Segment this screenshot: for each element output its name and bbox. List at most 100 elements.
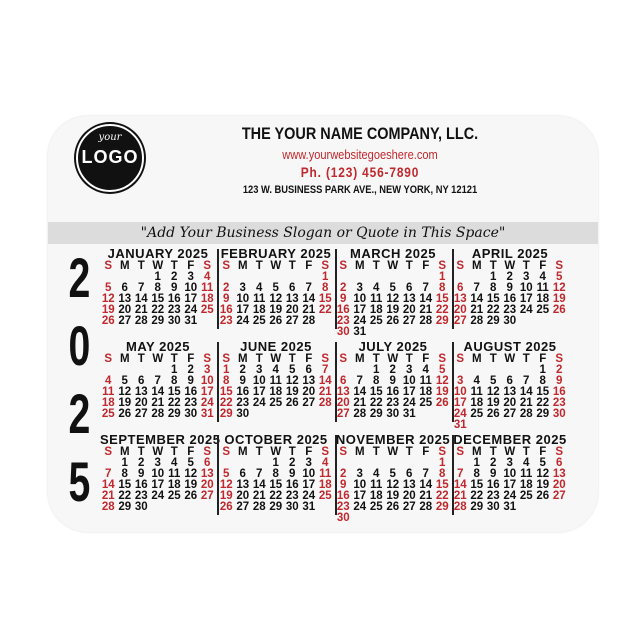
day-cell: 21	[453, 490, 467, 502]
day-cell: 24	[519, 304, 533, 316]
day-cell: 8	[439, 282, 446, 294]
logo-text-your: your	[98, 132, 122, 143]
weekday-label: F	[422, 446, 430, 458]
weekday-label: W	[387, 353, 399, 365]
day-cell: 27	[402, 501, 416, 513]
weekday-label: M	[471, 260, 482, 272]
day-cell: 12	[386, 293, 400, 305]
day-cell: 29	[167, 408, 181, 420]
weekday-label: W	[270, 260, 282, 272]
day-cell: 1	[322, 271, 329, 283]
day-cell: 28	[470, 315, 484, 327]
day-cell: 4	[256, 282, 263, 294]
day-cell: 5	[105, 282, 112, 294]
day-cell: 15	[118, 479, 132, 491]
day-cell: 5	[272, 282, 279, 294]
day-cell: 7	[356, 375, 363, 387]
day-cell: 23	[134, 490, 148, 502]
day-cell: 10	[353, 479, 367, 491]
empty-day	[268, 409, 285, 420]
day-cell: 25	[318, 490, 332, 502]
empty-day	[150, 502, 167, 513]
day-cell: 4	[539, 271, 546, 283]
slogan-band	[48, 222, 598, 244]
day-cell: 20	[200, 479, 214, 491]
day-cell: 7	[457, 468, 464, 480]
day-cell: 3	[154, 457, 161, 469]
day-cell: 20	[402, 490, 416, 502]
month-title: APRIL 2025	[471, 246, 549, 261]
day-cell: 26	[536, 490, 550, 502]
weekday-label: M	[471, 446, 482, 458]
day-cell: 3	[187, 271, 194, 283]
day-cell: 22	[536, 397, 550, 409]
day-cell: 7	[322, 364, 329, 376]
year-digit: 5	[68, 450, 91, 513]
day-cell: 16	[386, 386, 400, 398]
day-cell: 23	[336, 315, 350, 327]
day-cell: 29	[369, 408, 383, 420]
day-cell: 9	[340, 479, 347, 491]
day-cell: 2	[223, 282, 230, 294]
day-cell: 10	[236, 293, 250, 305]
day-cell: 11	[168, 468, 181, 480]
day-cell: 1	[223, 364, 230, 376]
day-cell: 7	[138, 282, 145, 294]
empty-day	[535, 502, 552, 513]
day-cell: 24	[200, 397, 214, 409]
day-cell: 4	[373, 468, 380, 480]
day-cell: 12	[386, 479, 400, 491]
day-cell: 29	[536, 408, 550, 420]
address: 123 W. BUSINESS PARK AVE., NEW YORK, NY …	[242, 184, 478, 196]
day-cell: 14	[470, 293, 484, 305]
weekday-label: S	[339, 260, 348, 272]
year-digit: 0	[68, 314, 91, 377]
day-cell: 17	[402, 386, 416, 398]
weekday-label: T	[288, 260, 296, 272]
empty-day	[317, 316, 334, 327]
day-cell: 20	[134, 397, 148, 409]
weekday-label: F	[422, 260, 430, 272]
day-cell: 11	[370, 293, 383, 305]
weekday-label: S	[339, 353, 348, 365]
day-cell: 24	[236, 315, 250, 327]
day-cell: 8	[539, 375, 546, 387]
day-cell: 24	[302, 490, 316, 502]
weekday-label: T	[170, 353, 178, 365]
weekday-label: S	[222, 353, 231, 365]
day-cell: 26	[386, 501, 400, 513]
weekday-label: W	[387, 446, 399, 458]
day-cell: 28	[151, 408, 165, 420]
day-cell: 21	[419, 304, 433, 316]
month-september: SEPTEMBER 2025 S M T W T F S 1 2 3 4 5 6 7 8 9 10 11 12 13 14…	[100, 433, 220, 513]
day-cell: 19	[219, 490, 233, 502]
day-cell: 4	[105, 375, 112, 387]
day-cell: 14	[419, 293, 433, 305]
day-cell: 10	[200, 375, 214, 387]
day-cell: 20	[552, 479, 566, 491]
day-cell: 2	[289, 457, 296, 469]
day-cell: 20	[453, 304, 467, 316]
weekday-label: S	[104, 446, 113, 458]
day-cell: 16	[184, 386, 198, 398]
day-cell: 1	[473, 457, 480, 469]
day-cell: 16	[552, 386, 566, 398]
day-cell: 4	[422, 364, 429, 376]
day-cell: 17	[503, 479, 517, 491]
empty-day	[401, 513, 418, 524]
day-cell: 30	[134, 501, 148, 513]
day-cell: 2	[340, 282, 347, 294]
weekday-label: S	[339, 446, 348, 458]
day-cell: 4	[523, 457, 530, 469]
day-cell: 21	[134, 304, 148, 316]
weekday-label: W	[270, 446, 282, 458]
day-cell: 9	[138, 468, 145, 480]
weekday-label: M	[354, 446, 365, 458]
day-cell: 29	[118, 501, 132, 513]
day-cell: 15	[219, 386, 233, 398]
weekday-label: S	[203, 446, 212, 458]
day-cell: 24	[353, 315, 367, 327]
day-cell: 16	[486, 479, 500, 491]
day-cell: 16	[134, 479, 148, 491]
day-cell: 24	[252, 397, 266, 409]
